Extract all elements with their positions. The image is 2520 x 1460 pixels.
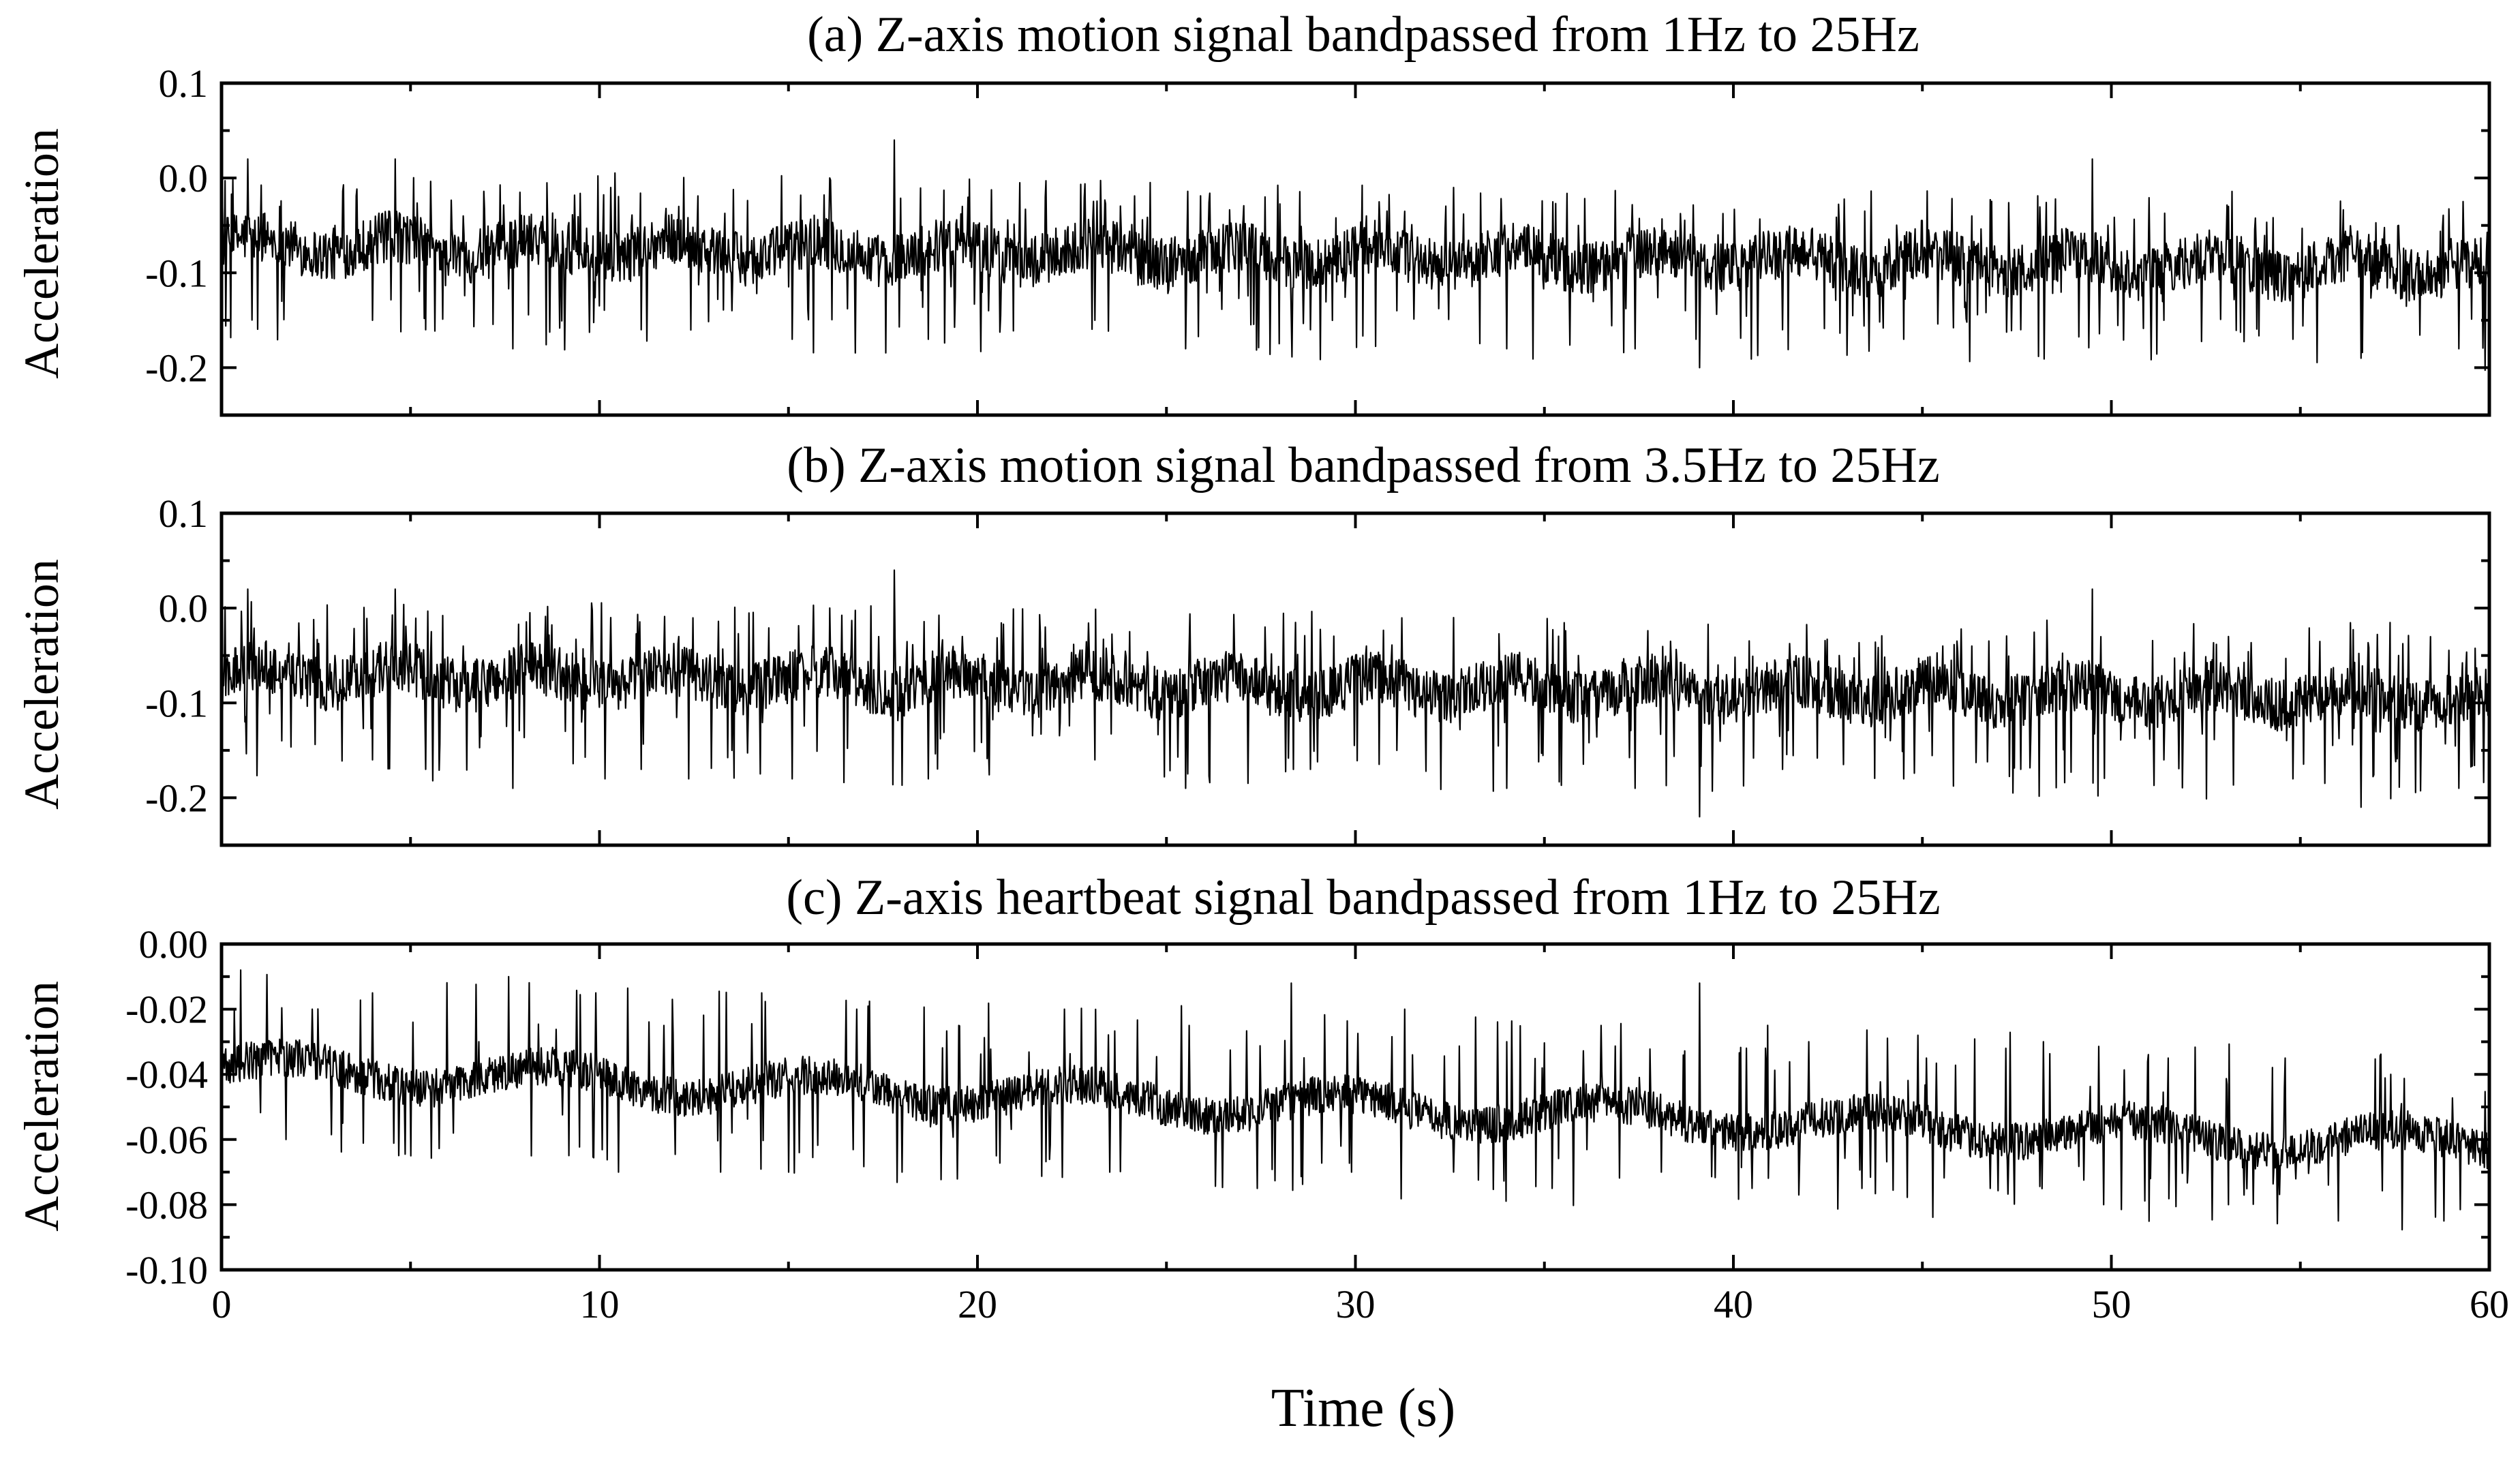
y-tick-label: 0.0 [159,156,209,200]
panel-a-y-tick-labels: -0.2 -0.1 0.0 0.1 [145,61,208,390]
y-tick-label: -0.06 [125,1118,208,1162]
x-axis-label: Time (s) [1271,1378,1455,1438]
panel-c-title: (c) Z-axis heartbeat signal bandpassed f… [786,870,1940,926]
x-tick-label: 10 [580,1282,620,1326]
y-tick-label: 0.0 [159,586,209,630]
y-tick-label: -0.1 [145,681,208,725]
x-tick-label: 60 [2470,1282,2509,1326]
panel-a-title: (a) Z-axis motion signal bandpassed from… [807,7,1919,63]
y-tick-label: -0.1 [145,251,208,295]
x-tick-label: 30 [1336,1282,1376,1326]
x-tick-label: 20 [958,1282,997,1326]
y-tick-label: -0.08 [125,1183,208,1227]
panel-c-x-tick-labels: 0 10 20 30 40 50 60 [212,1282,2510,1326]
panel-b: (b) Z-axis motion signal bandpassed from… [14,438,2491,847]
panel-c-signal-line [222,969,2489,1231]
panel-b-ticks [220,512,2491,845]
panel-b-title: (b) Z-axis motion signal bandpassed from… [787,438,1939,493]
y-tick-label: 0.1 [159,491,209,536]
panel-c: (c) Z-axis heartbeat signal bandpassed f… [14,870,2509,1326]
panel-a: (a) Z-axis motion signal bandpassed from… [14,7,2491,417]
panel-b-y-axis-label: Acceleration [14,559,69,810]
panel-a-y-axis-label: Acceleration [14,128,69,379]
y-tick-label: -0.04 [125,1052,208,1097]
x-tick-label: 40 [1714,1282,1753,1326]
y-tick-label: 0.00 [139,922,209,967]
y-tick-label: -0.10 [125,1248,208,1292]
x-tick-label: 50 [2092,1282,2131,1326]
panel-a-signal-line [222,139,2489,371]
panel-b-signal-line [222,569,2489,818]
panel-c-y-tick-labels: -0.10 -0.08 -0.06 -0.04 -0.02 0.00 [125,922,208,1292]
panel-c-y-axis-label: Acceleration [14,981,69,1232]
y-tick-label: 0.1 [159,61,209,106]
panel-b-y-tick-labels: -0.2 -0.1 0.0 0.1 [145,491,208,820]
x-tick-label: 0 [212,1282,232,1326]
y-tick-label: -0.02 [125,988,208,1032]
y-tick-label: -0.2 [145,346,208,390]
y-tick-label: -0.2 [145,776,208,820]
